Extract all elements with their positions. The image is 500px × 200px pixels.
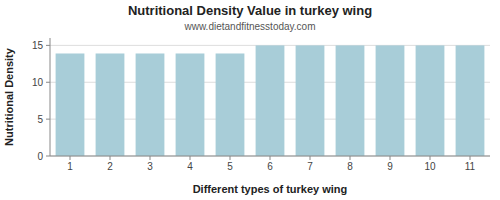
x-tick-label: 10 <box>424 161 436 172</box>
y-tick <box>46 82 50 83</box>
bars <box>56 45 485 156</box>
x-tick-label: 4 <box>187 161 193 172</box>
title: Nutritional Density Value in turkey wing <box>128 3 372 18</box>
x-tick <box>430 156 431 160</box>
x-tick-label: 11 <box>465 161 476 172</box>
grid <box>50 45 490 156</box>
bar <box>256 45 285 156</box>
y-tick-label: 5 <box>37 114 43 125</box>
bar <box>96 53 125 156</box>
y-tick-label: 0 <box>37 151 43 162</box>
x-tick <box>310 156 311 160</box>
bar <box>136 53 165 156</box>
subtitle: www.dietandfitnesstoday.com <box>184 21 316 32</box>
y-tick-label: 10 <box>32 77 44 88</box>
x-tick <box>270 156 271 160</box>
bar <box>456 45 485 156</box>
x-tick <box>470 156 471 160</box>
x-tick-label: 6 <box>267 161 273 172</box>
page: {"chart_data": {"type": "bar", "title": … <box>0 0 500 200</box>
x-tick <box>150 156 151 160</box>
bar <box>376 45 405 156</box>
x-tick-label: 3 <box>147 161 153 172</box>
x-tick <box>70 156 71 160</box>
x-tick-label: 2 <box>107 161 113 172</box>
x-tick-label: 9 <box>387 161 393 172</box>
bar <box>336 45 365 156</box>
y-tick <box>46 119 50 120</box>
bar <box>296 45 325 156</box>
y-tick <box>46 45 50 46</box>
x-tick-label: 1 <box>67 161 73 172</box>
bar <box>56 53 85 156</box>
x-tick-label: 7 <box>307 161 313 172</box>
x-tick <box>190 156 191 160</box>
x-tick <box>110 156 111 160</box>
chart-container: Nutritional Density Value in turkey wing… <box>0 0 500 200</box>
y-axis-label: Nutritional Density <box>3 47 15 146</box>
y-tick <box>46 156 50 157</box>
y-tick-label: 15 <box>32 40 44 51</box>
bar <box>416 45 445 156</box>
bar <box>216 53 245 156</box>
x-tick <box>230 156 231 160</box>
x-tick-label: 8 <box>347 161 353 172</box>
bar <box>176 53 205 156</box>
x-axis-label: Different types of turkey wing <box>193 183 348 195</box>
chart-svg: Nutritional Density Value in turkey wing… <box>0 0 500 200</box>
y-axis-line <box>50 38 51 156</box>
x-tick-label: 5 <box>227 161 233 172</box>
x-tick <box>390 156 391 160</box>
x-tick <box>350 156 351 160</box>
